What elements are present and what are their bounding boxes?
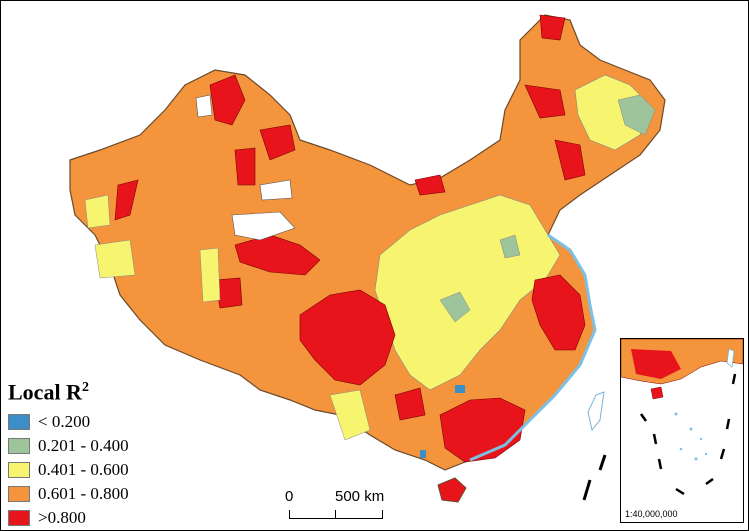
legend-item: 0.201 - 0.400: [8, 434, 198, 458]
inset-dash-line: [639, 373, 737, 496]
inset-red-coast: [631, 349, 681, 379]
south-china-sea-inset: 1:40,000,000: [620, 338, 744, 523]
legend-item: < 0.200: [8, 410, 198, 434]
region-blue-2: [420, 450, 426, 458]
legend-swatch: [8, 414, 30, 431]
legend-swatch: [8, 438, 30, 455]
region-red-southwest: [299, 289, 396, 386]
region-green-northeast: [617, 94, 656, 136]
region-yellow-south: [329, 389, 371, 441]
inset-taiwan: [726, 348, 735, 368]
legend-label: 0.401 - 0.600: [38, 460, 129, 480]
hainan-island: [437, 477, 467, 503]
legend-item: 0.601 - 0.800: [8, 482, 198, 506]
region-yellow-west-2: [94, 239, 136, 279]
legend-item: 0.401 - 0.600: [8, 458, 198, 482]
inset-hainan: [650, 386, 664, 400]
legend-swatch: [8, 486, 30, 503]
region-green-central: [439, 291, 471, 323]
legend-item: >0.800: [8, 506, 198, 530]
region-red-northeast-3: [554, 139, 586, 181]
scale-start-label: 0: [285, 488, 294, 505]
legend-label: 0.201 - 0.400: [38, 436, 129, 456]
coastline: [469, 233, 597, 462]
region-red-east-coast: [531, 274, 586, 351]
region-red-xinjiang-1: [259, 124, 296, 161]
legend-swatch: [8, 462, 30, 479]
region-yellow-northeast: [574, 74, 651, 151]
country-region: [69, 14, 666, 471]
scale-end-label: 500 km: [335, 488, 385, 505]
region-yellow-west-1: [84, 194, 111, 229]
region-yellow-west-3: [199, 247, 221, 303]
region-red-northwest: [209, 74, 246, 126]
legend-label: 0.601 - 0.800: [38, 484, 129, 504]
legend-label: < 0.200: [38, 412, 91, 432]
region-red-northeast-2: [539, 14, 566, 41]
inset-map: [621, 339, 743, 496]
region-red-tibet: [234, 234, 321, 276]
region-red-xinjiang-2: [234, 147, 256, 186]
legend-label: >0.800: [38, 508, 86, 528]
region-blue-1: [455, 385, 465, 393]
legend-swatch: [8, 510, 30, 527]
scale-tick: [335, 510, 336, 518]
dash-line: [582, 479, 592, 501]
region-red-north: [414, 174, 446, 196]
region-red-south-central: [394, 387, 426, 421]
region-red-northeast-1: [524, 84, 566, 119]
legend-title: Local R2: [8, 379, 89, 405]
region-green-east: [499, 234, 521, 259]
inset-scale-label: 1:40,000,000: [625, 509, 678, 519]
inset-islands: [674, 412, 708, 461]
dash-line: [598, 454, 607, 471]
region-nodata-2: [259, 179, 293, 201]
region-nodata-1: [231, 211, 296, 241]
scale-line: [289, 510, 383, 519]
scale-bar: 0 500 km: [283, 488, 393, 519]
region-red-xinjiang-3: [114, 179, 139, 221]
taiwan-island: [587, 391, 605, 432]
map-legend: Local R2 < 0.200 0.201 - 0.400 0.401 - 0…: [8, 376, 198, 530]
region-nodata-3: [195, 94, 213, 118]
